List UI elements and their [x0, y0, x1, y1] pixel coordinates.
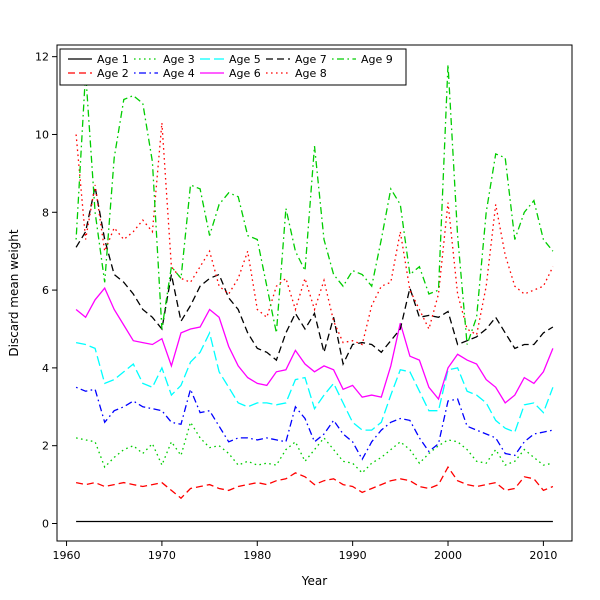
- legend-label: Age 7: [295, 53, 327, 66]
- plot-border: [56, 44, 573, 542]
- legend-label: Age 2: [97, 67, 129, 80]
- y-tick-label: 6: [42, 284, 49, 297]
- y-tick-label: 12: [35, 51, 49, 64]
- y-axis-title: Discard mean weight: [7, 229, 21, 357]
- y-tick-label: 10: [35, 128, 49, 141]
- x-axis: 1960 1970 1980 1990 2000 2010: [53, 541, 557, 562]
- y-tick-label: 4: [42, 362, 49, 375]
- legend-label: Age 8: [295, 67, 327, 80]
- x-axis-title: Year: [301, 574, 328, 588]
- legend-label: Age 4: [163, 67, 195, 80]
- x-tick-label: 2000: [434, 549, 462, 562]
- legend-item-age-5: Age 5: [200, 53, 261, 66]
- legend-item-age-8: Age 8: [266, 67, 327, 80]
- x-tick-label: 1980: [243, 549, 271, 562]
- legend-label: Age 5: [229, 53, 261, 66]
- legend-item-age-2: Age 2: [68, 67, 129, 80]
- series-age-8: [75, 122, 554, 346]
- x-tick-label: 1970: [148, 549, 176, 562]
- series-age-7: [75, 186, 554, 367]
- legend-box: [59, 48, 407, 86]
- series-age-4: [75, 386, 554, 461]
- legend-item-age-3: Age 3: [134, 53, 195, 66]
- x-tick-label: 1990: [339, 549, 367, 562]
- series-age-3: [75, 420, 554, 474]
- legend-label: Age 9: [361, 53, 393, 66]
- series-age-5: [75, 331, 554, 433]
- y-tick-label: 2: [42, 440, 49, 453]
- legend-item-age-7: Age 7: [266, 53, 327, 66]
- series-age-9: [75, 64, 554, 345]
- series-age-2: [75, 465, 554, 500]
- x-tick-label: 1960: [53, 549, 81, 562]
- legend-item-age-1: Age 1: [68, 53, 129, 66]
- x-tick-label: 2010: [529, 549, 557, 562]
- y-tick-label: 8: [42, 206, 49, 219]
- legend-item-age-6: Age 6: [200, 67, 261, 80]
- legend-label: Age 1: [97, 53, 129, 66]
- series-age-6: [75, 286, 554, 404]
- legend-item-age-9: Age 9: [332, 53, 393, 66]
- y-tick-label: 0: [42, 517, 49, 530]
- legend-item-age-4: Age 4: [134, 67, 195, 80]
- legend-label: Age 3: [163, 53, 195, 66]
- y-axis: 0 2 4 6 8 10 12: [35, 51, 57, 530]
- legend-label: Age 6: [229, 67, 261, 80]
